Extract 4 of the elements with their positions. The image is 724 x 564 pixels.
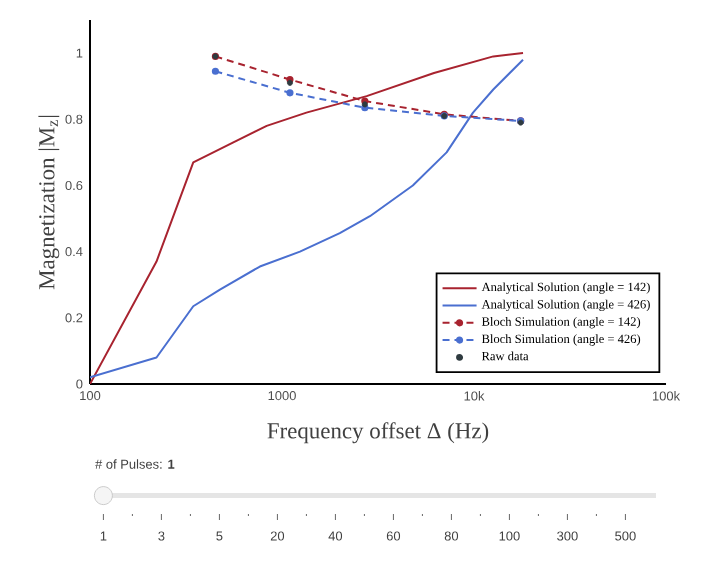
y-axis-title: Magnetization |M$_{z}$| <box>38 115 60 290</box>
point <box>286 89 294 97</box>
x-axis-title: Frequency offset Δ (Hz) <box>267 422 489 444</box>
point <box>211 67 220 75</box>
